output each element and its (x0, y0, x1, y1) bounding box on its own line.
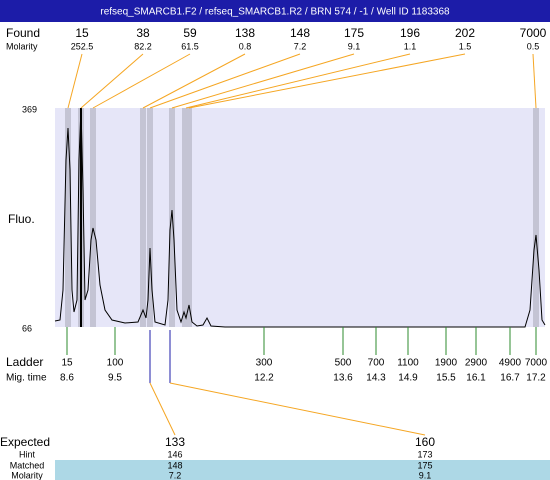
ladder-mig-time: 16.7 (500, 373, 520, 384)
ladder-mig-time: 13.6 (333, 373, 353, 384)
found-molarity: 1.5 (459, 41, 472, 51)
hint-label: Hint (19, 449, 36, 459)
ladder-size: 7000 (525, 358, 548, 369)
y-max: 369 (22, 104, 37, 114)
expected-label: Expected (0, 435, 50, 449)
band (182, 108, 192, 327)
found-size: 175 (344, 26, 364, 40)
ladder-size: 300 (256, 358, 273, 369)
found-size: 59 (183, 26, 197, 40)
found-size: 138 (235, 26, 255, 40)
found-size: 202 (455, 26, 475, 40)
band (140, 108, 146, 327)
found-molarity: 252.5 (71, 41, 94, 51)
found-size: 15 (75, 26, 89, 40)
found-connector (149, 53, 301, 109)
ladder-size: 1900 (435, 358, 458, 369)
matched-highlight (55, 460, 550, 480)
connector (149, 382, 176, 436)
plot-area (55, 108, 545, 327)
found-molarity-label: Molarity (6, 41, 38, 51)
found-connector (92, 53, 191, 109)
found-molarity: 0.5 (527, 41, 540, 51)
title-bar (0, 0, 550, 22)
band (90, 108, 96, 327)
band (533, 108, 539, 327)
ladder-mig-time: 8.6 (60, 373, 74, 384)
found-connector (171, 53, 355, 109)
matched-molarity: 9.1 (419, 470, 432, 480)
ladder-size: 100 (107, 358, 124, 369)
ladder-mig-time: 17.2 (526, 373, 546, 384)
y-label: Fluo. (8, 212, 35, 226)
ladder-size: 700 (368, 358, 385, 369)
hint-size: 146 (167, 449, 182, 459)
found-size: 196 (400, 26, 420, 40)
matched-molarity: 7.2 (169, 470, 182, 480)
matched-size: 175 (417, 460, 432, 470)
band (65, 108, 71, 327)
ladder-mig-time: 12.2 (254, 373, 274, 384)
found-size: 148 (290, 26, 310, 40)
ladder-mig-time: 15.5 (436, 373, 456, 384)
ladder-mig-time: 14.3 (366, 373, 386, 384)
found-connector (185, 53, 411, 109)
ladder-size: 500 (335, 358, 352, 369)
ladder-size: 4900 (499, 358, 522, 369)
ladder-label: Ladder (6, 355, 43, 369)
found-connector (80, 53, 144, 109)
found-size: 7000 (520, 26, 547, 40)
found-connector (142, 53, 246, 109)
found-connector (188, 53, 466, 109)
found-connector (532, 53, 537, 109)
expected-size: 160 (415, 435, 435, 449)
expected-size: 133 (165, 435, 185, 449)
found-molarity: 61.5 (181, 41, 199, 51)
hint-size: 173 (417, 449, 432, 459)
found-molarity: 7.2 (294, 41, 307, 51)
found-size: 38 (136, 26, 150, 40)
found-connector (67, 53, 83, 109)
connector (169, 382, 426, 436)
ladder-mig-time: 9.5 (108, 373, 122, 384)
band (147, 108, 153, 327)
trace (54, 107, 546, 328)
ladder-mig-time: 16.1 (466, 373, 486, 384)
title: refseq_SMARCB1.F2 / refseq_SMARCB1.R2 / … (100, 7, 450, 18)
matched-size: 148 (167, 460, 182, 470)
ladder-size: 15 (61, 358, 73, 369)
ladder-size: 1100 (397, 358, 419, 369)
molarity-label: Molarity (11, 470, 43, 480)
ladder-mig-time: 14.9 (398, 373, 418, 384)
found-molarity: 1.1 (404, 41, 417, 51)
ladder-size: 2900 (465, 358, 488, 369)
found-molarity: 9.1 (348, 41, 361, 51)
mig-time-label: Mig. time (6, 373, 47, 384)
matched-label: Matched (10, 460, 45, 470)
found-molarity: 0.8 (239, 41, 252, 51)
found-label: Found (6, 26, 40, 40)
found-molarity: 82.2 (134, 41, 152, 51)
y-min: 66 (22, 323, 32, 333)
